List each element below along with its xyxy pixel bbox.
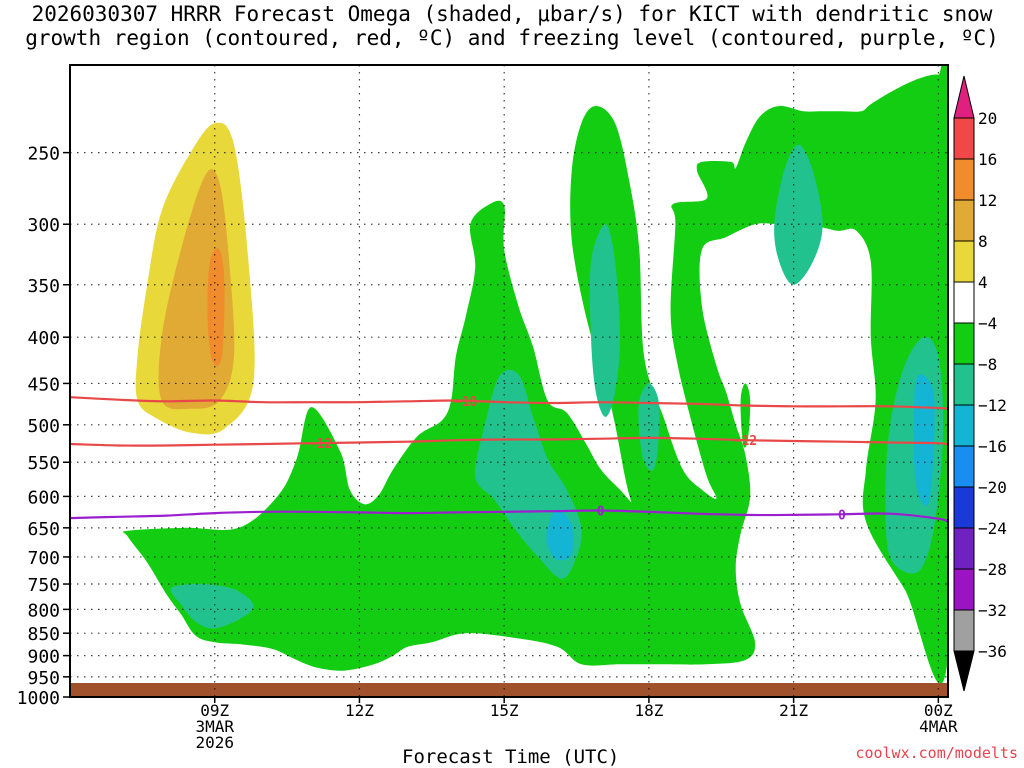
contour-label: −12 <box>734 434 757 449</box>
y-tick-label: 750 <box>27 575 60 596</box>
colorbar-box <box>953 240 975 283</box>
x-tick-label: 12Z <box>345 701 374 720</box>
colorbar-label: −4 <box>978 314 997 333</box>
y-tick-label: 900 <box>27 647 60 668</box>
colorbar-box <box>953 609 975 652</box>
colorbar-label: −24 <box>978 519 1007 538</box>
colorbar-box <box>953 527 975 570</box>
colorbar-label: −28 <box>978 560 1007 579</box>
y-tick-label: 300 <box>27 215 60 236</box>
colorbar-label: −8 <box>978 355 997 374</box>
colorbar-box <box>953 117 975 160</box>
omega-region <box>170 583 254 629</box>
y-tick-label: 550 <box>27 453 60 474</box>
y-tick-label: 450 <box>27 374 60 395</box>
colorbar-bottom-arrow <box>953 650 975 692</box>
omega-region <box>740 383 751 448</box>
contour-line <box>69 396 949 410</box>
x-tick-label: 09Z <box>200 701 229 720</box>
y-tick-label: 400 <box>27 328 60 349</box>
ground-layer <box>70 683 948 697</box>
colorbar-top-arrow <box>953 75 975 119</box>
contour-label: −18 <box>454 395 478 410</box>
omega-region <box>774 144 823 285</box>
x-tick-label: 3MAR <box>195 717 234 736</box>
y-tick-label: 700 <box>27 548 60 569</box>
y-tick-label: 800 <box>27 600 60 621</box>
colorbar-box <box>953 322 975 365</box>
gridlines <box>70 65 948 698</box>
omega-shaded-regions <box>122 65 948 684</box>
colorbar-box <box>953 486 975 529</box>
y-tick-label: 500 <box>27 416 60 437</box>
contour-label: −12 <box>309 437 332 452</box>
colorbar-label: 20 <box>978 109 997 128</box>
colorbar-box <box>953 568 975 611</box>
colorbar-box <box>953 199 975 242</box>
y-tick-label: 950 <box>27 668 60 689</box>
colorbar-label: −16 <box>978 437 1007 456</box>
contour-label: 0 <box>838 508 846 523</box>
x-tick-label: 4MAR <box>919 717 958 736</box>
y-tick-label: 350 <box>27 276 60 297</box>
colorbar-box <box>953 445 975 488</box>
y-tick-label: 850 <box>27 624 60 645</box>
y-tick-label: 1000 <box>17 688 60 709</box>
colorbar-box <box>953 404 975 447</box>
x-tick-label: 15Z <box>490 701 519 720</box>
omega-region <box>207 248 225 366</box>
colorbar-label: 8 <box>978 232 988 251</box>
contour-line <box>69 436 949 447</box>
colorbar-label: −20 <box>978 478 1007 497</box>
colorbar-box <box>953 363 975 406</box>
y-tick-label: 650 <box>27 519 60 540</box>
omega-region <box>638 383 660 471</box>
x-axis-title: Forecast Time (UTC) <box>402 746 620 768</box>
contour-label: 0 <box>597 505 605 520</box>
x-tick-label: 2026 <box>195 733 234 752</box>
colorbar-box <box>953 281 975 324</box>
omega-region <box>589 224 620 417</box>
x-tick-label: 18Z <box>634 701 663 720</box>
omega-region <box>122 65 948 684</box>
ground-fill <box>70 683 948 697</box>
colorbar-box <box>953 158 975 201</box>
colorbar-label: −12 <box>978 396 1007 415</box>
chart-title-line-2: growth region (contoured, red, ºC) and f… <box>25 26 999 50</box>
omega-region <box>546 509 574 561</box>
colorbar-label: −32 <box>978 601 1007 620</box>
temperature-contours: −18 −12 −12 0 0 <box>69 395 949 523</box>
colorbar-label: 12 <box>978 191 997 210</box>
colorbar-label: −36 <box>978 642 1007 661</box>
y-tick-label: 250 <box>27 144 60 165</box>
credit-link[interactable]: coolwx.com/modelts <box>855 744 1018 762</box>
chart-title-line-1: 2026030307 HRRR Forecast Omega (shaded, … <box>31 2 993 26</box>
pressure-axis: 2503003504004505005506006507007508008509… <box>17 144 70 709</box>
omega-region <box>638 646 657 661</box>
x-tick-label: 21Z <box>779 701 808 720</box>
colorbar-legend: 20 16 12 8 4 −4 −8 −12 −16 −20 −24 −28 −32 −36 <box>953 75 1007 692</box>
colorbar-label: 4 <box>978 273 988 292</box>
colorbar-label: 16 <box>978 150 997 169</box>
contour-line <box>69 509 949 523</box>
y-tick-label: 600 <box>27 487 60 508</box>
plot-frame <box>69 64 949 698</box>
x-tick-label: 00Z <box>924 701 953 720</box>
